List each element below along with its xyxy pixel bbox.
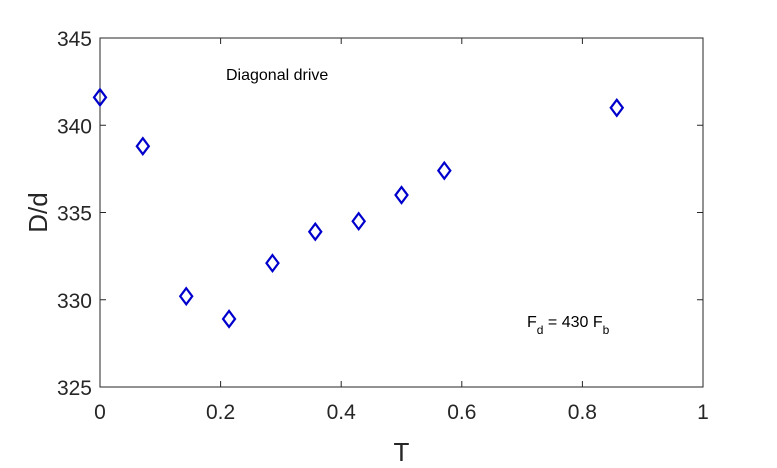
- x-tick-label: 1: [697, 401, 709, 424]
- y-tick-label: 325: [57, 377, 92, 400]
- x-axis: 0 0.2 0.4 0.6 0.8 1: [94, 38, 709, 424]
- y-axis-title: D/d: [23, 192, 53, 232]
- data-series: [92, 87, 625, 329]
- data-point: [394, 185, 409, 205]
- data-point: [609, 97, 625, 118]
- y-tick-label: 340: [57, 115, 92, 138]
- y-tick-label: 330: [57, 290, 92, 313]
- x-tick-label: 0.4: [327, 401, 357, 424]
- plot-area: [99, 37, 704, 388]
- force-ratio-text: = 430 F: [543, 314, 602, 331]
- force-subscript-d: d: [537, 323, 544, 337]
- x-tick-label: 0.6: [447, 401, 476, 424]
- force-subscript-b: b: [603, 323, 610, 337]
- x-tick-label: 0.2: [206, 401, 235, 424]
- x-axis-title: T: [394, 437, 410, 467]
- data-point: [92, 87, 108, 108]
- data-point: [221, 309, 237, 329]
- x-tick-label: 0: [94, 401, 106, 424]
- y-axis: 325 330 335 340 345: [57, 28, 703, 400]
- x-tick-label: 0.8: [568, 401, 597, 424]
- data-point: [351, 211, 367, 232]
- data-point: [135, 136, 151, 157]
- drive-annotation: Diagonal drive: [226, 67, 328, 84]
- force-symbol: F: [527, 314, 537, 331]
- data-point: [436, 160, 452, 181]
- data-point: [265, 253, 280, 273]
- y-tick-label: 345: [57, 28, 92, 51]
- data-point: [307, 221, 323, 242]
- y-tick-label: 335: [57, 203, 92, 226]
- force-annotation: Fd = 430 Fb: [527, 314, 610, 337]
- data-point: [178, 286, 194, 307]
